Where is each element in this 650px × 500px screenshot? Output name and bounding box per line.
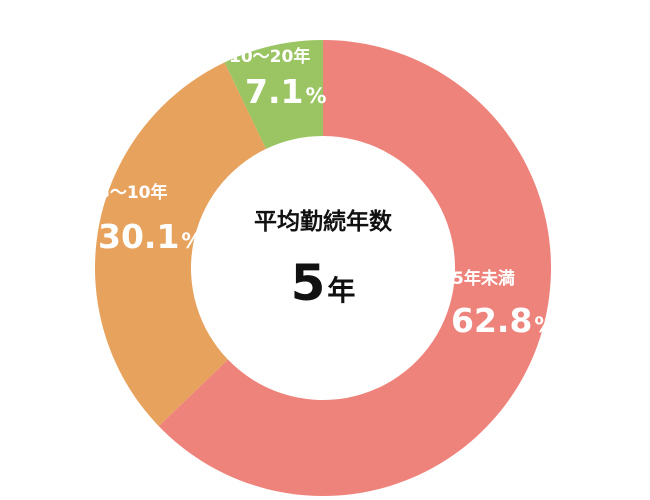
slice-percent-sign: % — [305, 84, 326, 108]
slice-percent-value: 30.1 — [98, 217, 179, 256]
center-title: 平均勤続年数 — [254, 208, 393, 235]
slice-category-label: 5～10年 — [98, 182, 168, 203]
slice-percent-value: 7.1 — [245, 72, 303, 111]
center-summary: 平均勤続年数 5年 — [254, 208, 393, 312]
donut-slice-1 — [158, 40, 552, 496]
slice-percent-value: 62.8 — [451, 301, 532, 340]
center-unit: 年 — [327, 274, 355, 307]
slice-percent-sign: % — [181, 229, 202, 253]
donut-slice-3 — [224, 40, 323, 149]
slice-labels: 5年未満 62.8% 5～10年 30.1% 10～20年 7.1% — [98, 46, 555, 340]
slices-group — [94, 40, 552, 496]
slice-percent-label: 7.1% — [245, 72, 327, 111]
center-value: 5年 — [291, 254, 356, 312]
slice-percent-label: 30.1% — [98, 217, 202, 256]
slice-percent-label: 62.8% — [451, 301, 555, 340]
slice-category-label: 5年未満 — [452, 268, 515, 289]
slice-category-label: 10～20年 — [229, 46, 310, 67]
center-number: 5 — [291, 254, 326, 312]
slice-percent-sign: % — [534, 313, 555, 337]
donut-slice-2 — [94, 62, 267, 427]
